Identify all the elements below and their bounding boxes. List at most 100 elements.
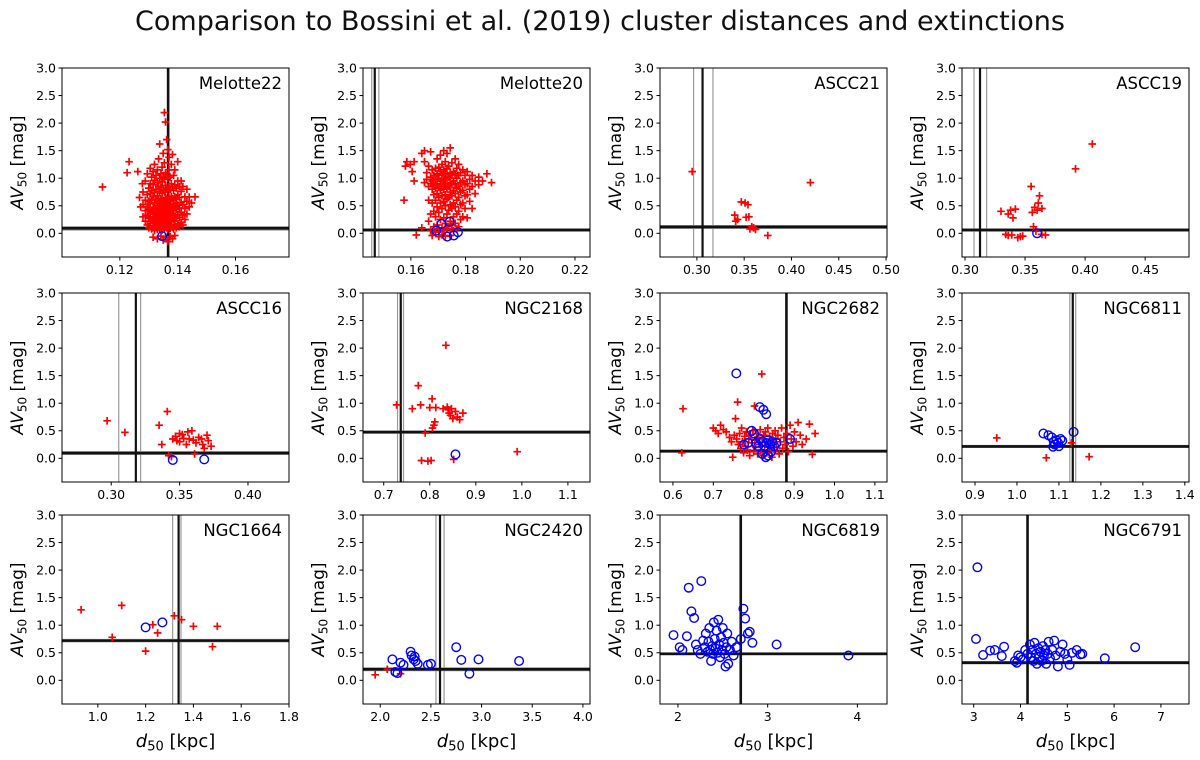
cluster-label: NGC6811: [1103, 299, 1182, 318]
x-axis-label: d50 [kpc]: [437, 731, 517, 755]
svg-text:0.20: 0.20: [506, 262, 534, 277]
scatter-red-plus: [997, 140, 1097, 242]
svg-text:0.35: 0.35: [1011, 262, 1039, 277]
svg-text:3.0: 3.0: [337, 60, 357, 75]
subplot-ASCC19: 0.30 0.35 0.40 0.45 0.0 0.5 1.0 1.5 2.0 2.5 3.0 ASC…: [908, 60, 1190, 277]
svg-text:0.8: 0.8: [744, 487, 764, 502]
y-axis-label: AV50 [mag]: [8, 562, 30, 657]
svg-text:0.5: 0.5: [936, 423, 956, 438]
svg-text:1.0: 1.0: [634, 171, 654, 186]
subplot-ASCC21: 0.30 0.35 0.40 0.45 0.50 0.0 0.5 1.0 1.5 2.0 2.5 3.…: [606, 60, 900, 277]
subplot-NGC2420: 2.0 2.5 3.0 3.5 4.0 0.0 0.5 1.0 1.5 2.0 2.5 3.0 NGC2…: [309, 507, 593, 754]
axis-ticks: 1.0 1.2 1.4 1.6 1.8 0.0 0.5 1.0 1.5 2.0 2.5 3.0: [36, 507, 299, 724]
figure-title: Comparison to Bossini et al. (2019) clus…: [135, 6, 1065, 37]
y-axis-label: AV50 [mag]: [8, 340, 30, 435]
svg-text:1.2: 1.2: [136, 709, 156, 724]
plot-area: [363, 68, 590, 257]
subplot-NGC6791: 3 4 5 6 7 0.0 0.5 1.0 1.5 2.0 2.5 3.0 NGC6791 AV50 [m…: [908, 507, 1190, 755]
svg-text:2.5: 2.5: [936, 313, 956, 328]
svg-text:5: 5: [1063, 709, 1071, 724]
svg-text:0.9: 0.9: [784, 487, 804, 502]
svg-text:0.0: 0.0: [634, 673, 654, 688]
axes-box: [659, 514, 888, 705]
svg-text:0.0: 0.0: [337, 673, 357, 688]
svg-text:0.8: 0.8: [420, 487, 440, 502]
cluster-label: ASCC19: [1116, 74, 1182, 93]
axes-box: [961, 514, 1190, 705]
svg-text:0.50: 0.50: [872, 262, 900, 277]
axes-box: [659, 67, 888, 258]
svg-text:3.0: 3.0: [936, 507, 956, 522]
cluster-label: ASCC16: [216, 299, 282, 318]
svg-text:0.40: 0.40: [234, 487, 262, 502]
svg-text:2.0: 2.0: [936, 562, 956, 577]
svg-text:0.30: 0.30: [97, 487, 125, 502]
svg-text:0.0: 0.0: [337, 451, 357, 466]
scatter-red-plus: [103, 407, 215, 461]
cluster-label: NGC1664: [203, 521, 282, 540]
axes-box: [61, 514, 290, 705]
scatter-red-plus: [688, 167, 815, 240]
svg-text:2.0: 2.0: [634, 115, 654, 130]
axes-box: [362, 67, 591, 258]
cluster-label: ASCC21: [814, 74, 880, 93]
plot-area: [962, 68, 1189, 257]
scatter-blue-circle: [450, 449, 461, 460]
svg-text:1.3: 1.3: [1133, 487, 1153, 502]
y-axis-label: AV50 [mag]: [309, 115, 331, 210]
axis-ticks: 0.12 0.14 0.16 0.0 0.5 1.0 1.5 2.0 2.5 3.0: [36, 60, 249, 277]
svg-text:1.4: 1.4: [183, 709, 203, 724]
reference-lines: [962, 68, 1189, 257]
svg-text:0.5: 0.5: [337, 198, 357, 213]
svg-text:0.5: 0.5: [634, 645, 654, 660]
svg-text:0.9: 0.9: [466, 487, 486, 502]
svg-text:3: 3: [970, 709, 978, 724]
svg-text:1.5: 1.5: [936, 368, 956, 383]
svg-text:3.0: 3.0: [472, 709, 492, 724]
svg-text:2.0: 2.0: [936, 115, 956, 130]
cluster-label: NGC2682: [801, 299, 880, 318]
svg-text:1.5: 1.5: [337, 368, 357, 383]
cluster-label: NGC6791: [1103, 521, 1182, 540]
axes-box: [961, 292, 1190, 483]
reference-lines: [363, 293, 590, 482]
svg-text:1.5: 1.5: [337, 143, 357, 158]
svg-text:4: 4: [1017, 709, 1025, 724]
svg-text:2.5: 2.5: [634, 313, 654, 328]
svg-text:1.0: 1.0: [634, 618, 654, 633]
scatter-blue-circle: [157, 231, 168, 242]
scatter-blue-circle: [731, 368, 796, 463]
svg-text:3.0: 3.0: [337, 507, 357, 522]
axes-box: [362, 292, 591, 483]
svg-text:0.40: 0.40: [1071, 262, 1099, 277]
svg-text:0.5: 0.5: [634, 423, 654, 438]
svg-text:0.16: 0.16: [397, 262, 425, 277]
y-axis-label: AV50 [mag]: [606, 340, 628, 435]
y-axis-label: AV50 [mag]: [8, 115, 30, 210]
svg-text:1.0: 1.0: [634, 396, 654, 411]
y-axis-label: AV50 [mag]: [606, 115, 628, 210]
subplot-NGC1664: 1.0 1.2 1.4 1.6 1.8 0.0 0.5 1.0 1.5 2.0 2.5 3.0 NGC1…: [8, 507, 299, 754]
plot-area: [660, 515, 887, 704]
svg-text:0.5: 0.5: [936, 198, 956, 213]
svg-text:2.0: 2.0: [634, 340, 654, 355]
axis-ticks: 2.0 2.5 3.0 3.5 4.0 0.0 0.5 1.0 1.5 2.0 2.5 3.0: [337, 507, 593, 724]
y-axis-label: AV50 [mag]: [606, 562, 628, 657]
svg-text:0.0: 0.0: [36, 673, 56, 688]
scatter-blue-circle: [668, 576, 854, 672]
svg-text:2.5: 2.5: [936, 535, 956, 550]
svg-text:0.5: 0.5: [36, 198, 56, 213]
svg-text:1.0: 1.0: [337, 396, 357, 411]
svg-text:0.6: 0.6: [663, 487, 683, 502]
x-axis-label: d50 [kpc]: [136, 731, 216, 755]
svg-text:2.5: 2.5: [421, 709, 441, 724]
svg-text:1.5: 1.5: [36, 590, 56, 605]
axis-ticks: 0.16 0.18 0.20 0.22 0.0 0.5 1.0 1.5 2.0 2.5 3.0: [337, 60, 589, 277]
svg-text:0.9: 0.9: [965, 487, 985, 502]
subplot-NGC6811: 0.9 1.0 1.1 1.2 1.3 1.4 0.0 0.5 1.0 1.5 2.0 2.5 3.0 N…: [908, 285, 1195, 502]
svg-text:0.0: 0.0: [36, 226, 56, 241]
svg-text:3.0: 3.0: [634, 60, 654, 75]
svg-text:0.12: 0.12: [106, 262, 134, 277]
axes-box: [362, 514, 591, 705]
